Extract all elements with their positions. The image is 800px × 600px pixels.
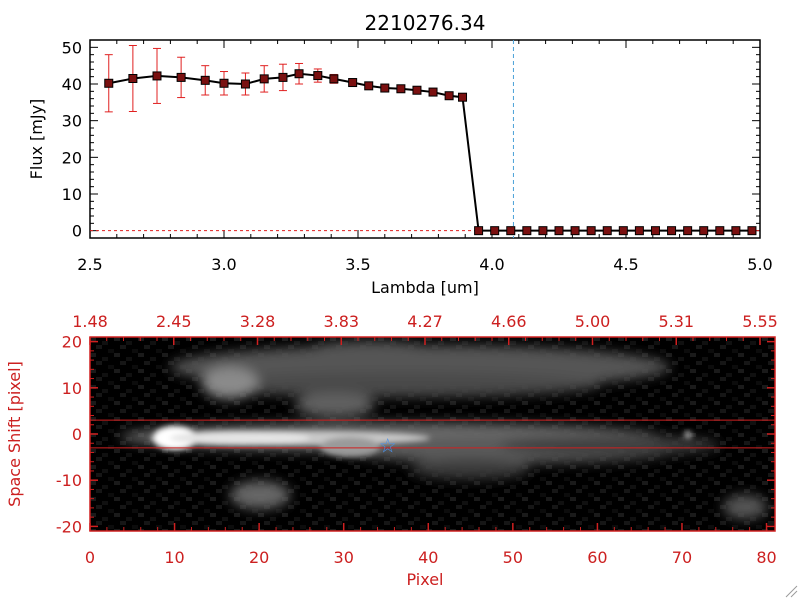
data-point	[329, 74, 339, 84]
data-point	[444, 91, 454, 101]
heatmap-top-tick-label: 3.28	[240, 312, 276, 331]
resize-grip-icon[interactable]	[785, 585, 798, 598]
heatmap-top-tick-label: 5.55	[742, 312, 778, 331]
data-point	[152, 71, 162, 81]
data-point	[602, 226, 612, 236]
data-point	[538, 226, 548, 236]
heatmap-axes: 0 10 20 30 40 50 60 70 80 1.48 2.45 3.28 3.83 4.27 4.6…	[56, 312, 778, 567]
data-point	[715, 226, 725, 236]
top-plot-axes: 2.5 3.0 3.5 4.0 4.5 5.0 0 10 20 30 40 50	[62, 38, 773, 274]
heatmap-top-tick-label: 5.00	[575, 312, 611, 331]
data-point	[634, 226, 644, 236]
top-y-tick-label: 40	[62, 75, 82, 94]
top-x-tick-label: 5.0	[747, 255, 772, 274]
top-y-tick-label: 50	[62, 38, 82, 57]
data-point	[731, 226, 741, 236]
data-point	[570, 226, 580, 236]
heatmap-x-tick-label: 0	[85, 548, 95, 567]
heatmap-top-tick-label: 4.66	[491, 312, 527, 331]
data-point	[396, 84, 406, 94]
data-point	[506, 226, 516, 236]
top-y-tick-label: 30	[62, 112, 82, 131]
heatmap-x-tick-label: 50	[503, 548, 523, 567]
data-point	[650, 226, 660, 236]
top-plot-frame	[89, 39, 761, 239]
heatmap-x-tick-label: 10	[164, 548, 184, 567]
target-star-icon: ☆	[379, 434, 397, 458]
heatmap-top-tick-label: 5.31	[658, 312, 694, 331]
data-point	[618, 226, 628, 236]
bottom-spectrum-image: 0 10 20 30 40 50 60 70 80 1.48 2.45 3.28 3.83 4.27 4.6…	[5, 312, 778, 589]
heatmap-x-tick-label: 20	[249, 548, 269, 567]
heatmap-x-tick-label: 40	[418, 548, 438, 567]
data-point	[683, 226, 693, 236]
heatmap-core	[150, 426, 691, 457]
data-point	[586, 226, 596, 236]
data-point	[364, 81, 374, 91]
heatmap-y-tick-label: -10	[56, 471, 82, 490]
heatmap-y-tick-label: -20	[56, 517, 82, 536]
heatmap-top-tick-label: 4.27	[407, 312, 443, 331]
data-point	[380, 83, 390, 93]
data-point	[428, 87, 438, 97]
heatmap-x-axis-title: Pixel	[406, 570, 443, 589]
top-plot-y-axis-title: Flux [mJy]	[27, 99, 46, 180]
top-x-tick-label: 4.0	[479, 255, 504, 274]
data-point	[667, 226, 677, 236]
data-point	[522, 226, 532, 236]
heatmap-y-tick-label: 20	[62, 333, 82, 352]
data-point	[278, 72, 288, 82]
top-spectrum-plot: 2210276.34 2.5 3.0 3.5 4.0 4.5 5.0 0 10 20 30 40 50…	[27, 11, 773, 297]
top-y-tick-label: 0	[72, 222, 82, 241]
data-point	[458, 92, 468, 102]
spectrum-heatmap-viewport	[90, 337, 775, 531]
data-point	[348, 78, 358, 88]
data-point	[104, 78, 114, 88]
data-point	[176, 72, 186, 82]
data-point	[259, 74, 269, 84]
heatmap-y-tick-label: 10	[62, 379, 82, 398]
top-y-tick-label: 10	[62, 185, 82, 204]
flux-series-line	[108, 72, 752, 232]
heatmap-x-tick-label: 80	[756, 548, 776, 567]
data-point	[219, 78, 229, 88]
heatmap-x-tick-label: 70	[672, 548, 692, 567]
heatmap-top-tick-label: 1.48	[72, 312, 108, 331]
data-point	[554, 226, 564, 236]
heatmap-overlay: ☆	[90, 419, 775, 458]
data-point	[128, 74, 138, 83]
top-plot-x-axis-title: Lambda [um]	[371, 278, 479, 297]
data-point	[490, 226, 500, 236]
heatmap-x-tick-label: 30	[334, 548, 354, 567]
data-point	[699, 226, 709, 236]
top-x-tick-label: 4.5	[613, 255, 638, 274]
heatmap-top-tick-label: 3.83	[323, 312, 359, 331]
data-point	[747, 226, 757, 236]
data-point	[313, 71, 323, 81]
top-y-tick-label: 20	[62, 148, 82, 167]
data-point	[200, 75, 210, 85]
data-point	[412, 85, 422, 95]
top-plot-series	[90, 40, 760, 238]
data-point	[474, 226, 484, 236]
top-x-tick-label: 2.5	[77, 255, 102, 274]
top-x-tick-label: 3.5	[345, 255, 370, 274]
top-x-tick-label: 3.0	[211, 255, 236, 274]
heatmap-y-tick-label: 0	[72, 425, 82, 444]
data-point	[294, 69, 304, 79]
top-plot-title: 2210276.34	[365, 11, 486, 35]
heatmap-x-tick-label: 60	[587, 548, 607, 567]
data-point	[240, 79, 250, 89]
heatmap-top-tick-label: 2.45	[156, 312, 192, 331]
heatmap-y-axis-title: Space Shift [pixel]	[5, 361, 24, 507]
